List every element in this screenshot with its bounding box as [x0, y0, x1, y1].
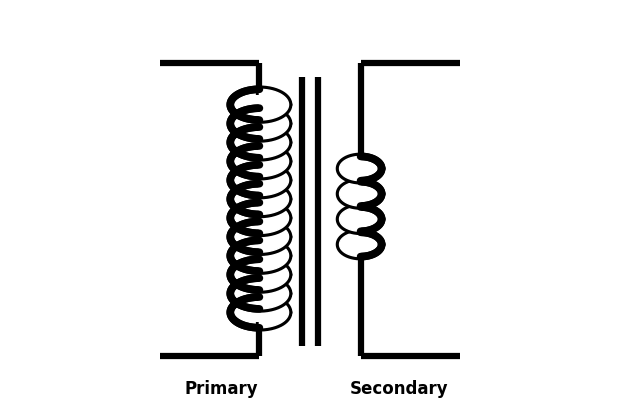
Polygon shape	[259, 240, 288, 271]
Polygon shape	[259, 146, 288, 177]
Text: Primary: Primary	[184, 380, 258, 398]
Polygon shape	[259, 203, 288, 233]
Polygon shape	[259, 165, 288, 196]
Polygon shape	[340, 232, 361, 256]
Polygon shape	[340, 207, 361, 231]
Polygon shape	[340, 157, 361, 181]
Polygon shape	[259, 108, 288, 139]
Text: Secondary: Secondary	[350, 380, 448, 398]
Polygon shape	[259, 127, 288, 158]
Polygon shape	[340, 182, 361, 206]
Polygon shape	[259, 259, 288, 290]
Polygon shape	[259, 278, 288, 309]
Polygon shape	[259, 184, 288, 214]
Polygon shape	[259, 297, 288, 328]
Polygon shape	[259, 89, 288, 120]
Polygon shape	[259, 221, 288, 252]
